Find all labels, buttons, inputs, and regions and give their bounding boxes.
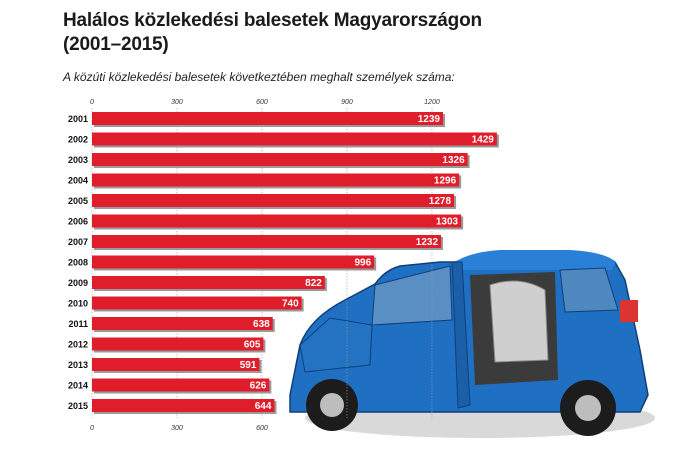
car-tail-light — [620, 300, 638, 322]
category-label: 2011 — [68, 319, 88, 329]
x-tick-label-top: 1200 — [424, 99, 440, 106]
car-crumpled-hood — [299, 317, 373, 373]
car-rear-window — [559, 267, 619, 313]
bar — [92, 214, 462, 228]
bar — [92, 112, 444, 125]
value-label: 996 — [354, 258, 371, 269]
value-label: 605 — [244, 340, 261, 351]
chart-title-line2: (2001–2015) — [63, 34, 169, 55]
value-label: 1232 — [416, 237, 439, 248]
category-label: 2010 — [68, 299, 88, 309]
value-label: 1429 — [472, 135, 495, 146]
x-tick-label-top: 0 — [90, 99, 94, 106]
chart-title-line1: Halálos közlekedési balesetek Magyarorsz… — [63, 10, 482, 31]
car-illustration — [289, 250, 655, 438]
car-front-hubcap — [320, 393, 344, 417]
x-axis-top: 0 300 600 900 1200 — [90, 99, 440, 106]
x-axis-bottom: 0 300 600 — [90, 425, 268, 432]
category-label: 2009 — [68, 278, 88, 288]
category-label: 2005 — [68, 196, 88, 206]
x-tick-label-top: 300 — [171, 99, 183, 106]
x-tick-label-bottom: 300 — [171, 425, 183, 432]
chart-subtitle: A közúti közlekedési balesetek következt… — [63, 70, 455, 84]
bar — [92, 276, 325, 289]
bar — [92, 337, 264, 351]
value-label: 822 — [305, 278, 322, 289]
bar — [92, 153, 468, 166]
chart-title: Halálos közlekedési balesetek Magyarorsz… — [63, 9, 583, 57]
bars: 2001 1239 2002 1429 2003 1326 2004 1296 2005 1278… — [68, 112, 499, 414]
bar — [92, 132, 497, 146]
category-label: 2004 — [68, 176, 88, 186]
bar — [92, 255, 375, 269]
category-label: 2015 — [68, 401, 88, 411]
car-seat — [489, 280, 549, 363]
value-label: 626 — [250, 381, 267, 392]
bar — [92, 235, 442, 248]
x-tick-label-top: 900 — [341, 99, 353, 106]
category-label: 2003 — [68, 155, 88, 165]
bar — [92, 378, 270, 392]
category-label: 2012 — [68, 340, 88, 350]
category-label: 2006 — [68, 217, 88, 227]
x-tick-label-bottom: 600 — [256, 425, 268, 432]
x-tick-label-top: 600 — [256, 99, 268, 106]
car-rear-hubcap — [575, 395, 601, 421]
value-label: 740 — [282, 299, 299, 310]
value-label: 1296 — [434, 176, 457, 187]
value-label: 644 — [255, 401, 272, 412]
bar — [92, 317, 273, 330]
car-open-door — [451, 261, 471, 409]
bar — [92, 358, 260, 371]
value-label: 1326 — [442, 155, 465, 166]
category-label: 2013 — [68, 360, 88, 370]
value-label: 1239 — [418, 114, 441, 125]
bar — [92, 173, 460, 187]
bar — [92, 296, 302, 310]
value-label: 591 — [240, 360, 257, 371]
x-tick-label-bottom: 0 — [90, 425, 94, 432]
car-roof — [455, 250, 616, 270]
value-label: 1303 — [436, 217, 459, 228]
category-label: 2007 — [68, 237, 88, 247]
category-label: 2002 — [68, 135, 88, 145]
category-label: 2008 — [68, 258, 88, 268]
bar — [92, 399, 275, 412]
value-label: 1278 — [429, 196, 452, 207]
bar — [92, 194, 455, 207]
value-label: 638 — [253, 319, 270, 330]
category-label: 2001 — [68, 114, 88, 124]
category-label: 2014 — [68, 381, 88, 391]
